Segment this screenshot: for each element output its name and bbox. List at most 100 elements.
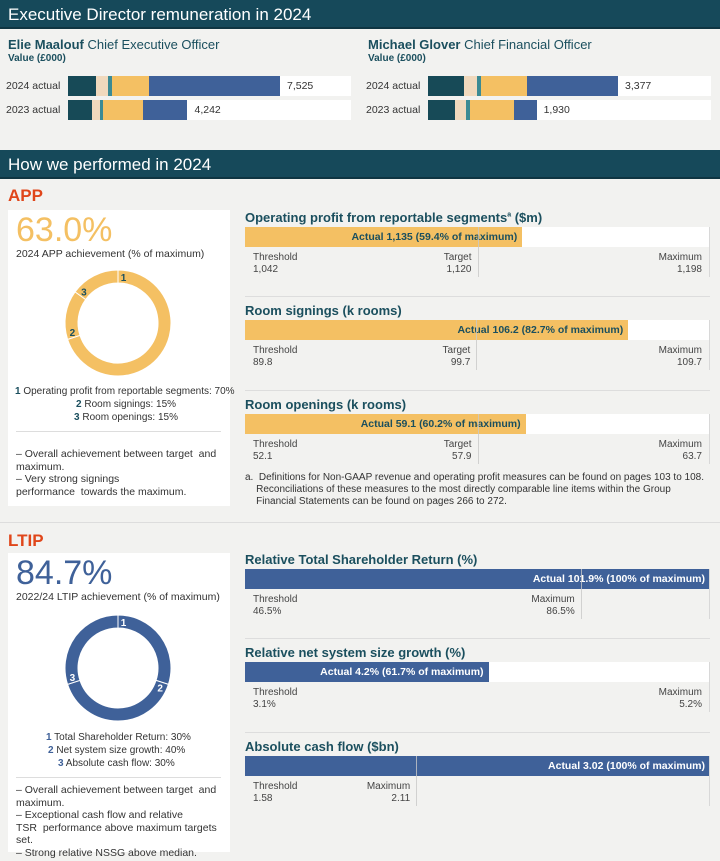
bar-row: 3,377 (428, 76, 711, 96)
donut-slice (66, 269, 172, 377)
tick-name: Target (443, 252, 472, 263)
chart-gridline (416, 756, 418, 806)
director-role: Chief Financial Officer (464, 37, 592, 52)
chart-tick: Threshold 46.5% (253, 594, 297, 618)
chart-gridline (709, 414, 710, 464)
chart-tick: Threshold 3.1% (253, 687, 297, 711)
tick-value: 2.11 (391, 793, 411, 804)
chart-actual-label: Actual 1,135 (59.4% of maximum) (351, 231, 518, 243)
section-header-performance: How we performed in 2024 (0, 150, 720, 179)
chart-title-text: Relative net system size growth (%) (245, 645, 466, 660)
bar-total: 1,930 (543, 104, 570, 116)
chart-title-unit: ($m) (511, 210, 543, 225)
tick-value: 1,198 (676, 264, 702, 275)
bar-segment (464, 76, 477, 96)
chart-gridline (477, 414, 479, 464)
chart-bar-actual (245, 414, 526, 434)
tick-value: 109.7 (676, 357, 702, 368)
legend-number: 2 (48, 745, 54, 756)
ltip-card: 84.7% 2022/24 LTIP achievement (% of max… (8, 553, 230, 859)
chart-tick: Threshold 52.1 (253, 439, 297, 463)
chart-actual-label: Actual 3.02 (100% of maximum) (548, 760, 705, 772)
bar-total: 3,377 (625, 80, 652, 92)
chart-gridline (709, 756, 710, 806)
donut-slice (74, 269, 119, 301)
note-item: – Exceptional cash flow and relative TSR… (16, 809, 217, 846)
chart-bar-actual (245, 662, 489, 682)
note-item: – Very strong signings performance towar… (16, 473, 187, 498)
chart-tick: Threshold 1.58 (253, 781, 297, 805)
tick-value: 1.58 (253, 793, 273, 804)
legend-label: Net system size growth: 40% (56, 745, 186, 756)
chart-bar-actual (245, 320, 629, 340)
donut-slice-label: 1 (121, 618, 127, 629)
notes: – Overall achievement between target and… (16, 784, 221, 859)
legend-item: 3 Room openings: 15% (74, 411, 178, 424)
row-label: 2024 actual (6, 80, 61, 92)
bar-segment (68, 76, 97, 96)
tick-name: Threshold (253, 439, 298, 450)
bar-segment (143, 100, 188, 120)
chart-bar-track: Actual 106.2 (82.7% of maximum) (245, 320, 710, 340)
footnote-line: Financial Statements can be found on pag… (245, 496, 507, 507)
ltip-achievement: 84.7% (16, 554, 113, 592)
donut-slice-label: 3 (70, 673, 76, 684)
tick-value: 63.7 (682, 451, 702, 462)
tick-name: Threshold (253, 252, 298, 263)
chart-title: Absolute cash flow ($bn) (245, 739, 399, 754)
chart-gridline (709, 320, 710, 370)
bar-segment (470, 100, 515, 120)
chart-bar-actual (245, 756, 710, 776)
bar-segment (480, 76, 527, 96)
chart-divider (245, 732, 710, 733)
donut-slice-label: 3 (81, 287, 87, 298)
divider (16, 431, 221, 432)
bar-row: 4,242 (68, 100, 351, 120)
chart-bar-track: Actual 4.2% (61.7% of maximum) (245, 662, 710, 682)
row-label: 2023 actual (6, 104, 61, 116)
footnote: a. Definitions for Non-GAAP revenue and … (245, 472, 704, 508)
app-caption: 2024 APP achievement (% of maximum) (16, 248, 205, 260)
donut-slice-label: 2 (157, 684, 163, 695)
footnote-line: a. Definitions for Non-GAAP revenue and … (245, 472, 704, 483)
chart-title-text: Room signings (k rooms) (245, 303, 402, 318)
chart-title-text: Room openings (k rooms) (245, 397, 407, 412)
tick-name: Maximum (366, 781, 411, 792)
chart-gridline (476, 320, 478, 370)
legend-item: 3 Absolute cash flow: 30% (58, 757, 175, 770)
tick-value: 1,042 (253, 264, 279, 275)
bar-segment (514, 100, 537, 120)
row-label: 2023 actual (366, 104, 421, 116)
tick-value: 86.5% (546, 606, 575, 617)
divider (16, 777, 221, 778)
note-item: – Strong relative NSSG above median. (16, 846, 197, 859)
chart-tick: Maximum 109.7 (659, 345, 702, 369)
note-item: – Overall achievement between target and… (16, 448, 217, 473)
legend-number: 3 (58, 758, 64, 769)
chart-tick: Target 1,120 (444, 252, 472, 276)
legend-number: 1 (46, 732, 52, 743)
bar-segment (428, 100, 456, 120)
legend-label: Operating profit from reportable segment… (23, 386, 235, 397)
tick-name: Maximum (658, 345, 702, 356)
chart-title-footnote-mark: a (507, 211, 512, 219)
chart-tick: Target 99.7 (443, 345, 471, 369)
chart-bar-track: Actual 101.9% (100% of maximum) (245, 569, 710, 589)
legend-item: 1 Operating profit from reportable segme… (15, 385, 235, 398)
tick-name: Threshold (253, 345, 298, 356)
chart-tick: Maximum 86.5% (531, 594, 574, 618)
tick-value: 46.5% (253, 606, 282, 617)
chart-tick: Target 57.9 (444, 439, 472, 463)
tick-name: Maximum (658, 687, 702, 698)
chart-bar-actual (245, 227, 523, 247)
bar-segment (91, 100, 101, 120)
app-title: APP (8, 186, 43, 205)
chart-tick: Maximum 2.11 (367, 781, 410, 805)
bar-segment (526, 76, 618, 96)
chart-gridline (477, 227, 479, 277)
bar-segment (100, 100, 104, 120)
bar-segment (455, 100, 467, 120)
bar-total: 7,525 (287, 80, 314, 92)
legend-item: 2 Net system size growth: 40% (48, 744, 185, 757)
chart-bar-actual (245, 569, 710, 589)
